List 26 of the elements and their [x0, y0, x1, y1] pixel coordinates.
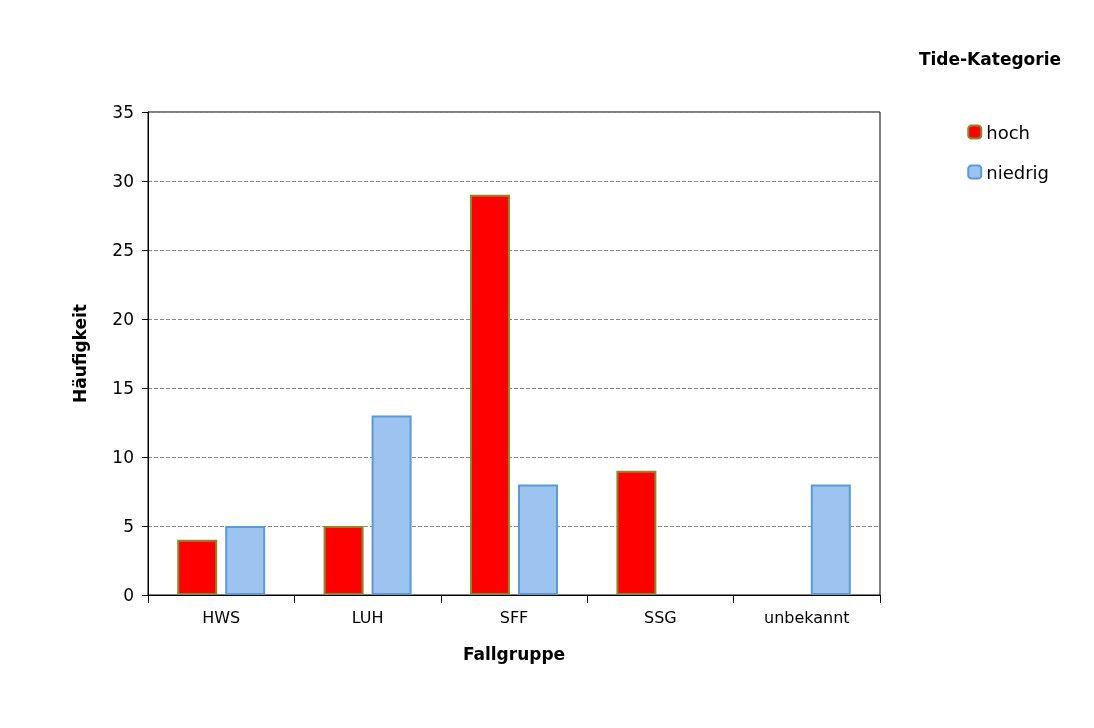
y-axis-title: Häufigkeit	[69, 304, 90, 403]
bar	[616, 470, 657, 595]
y-tick-label: 10	[112, 447, 134, 467]
y-tick-label: 0	[123, 585, 134, 605]
legend-label: niedrig	[986, 161, 1050, 183]
y-tick-label: 35	[112, 102, 134, 122]
y-tick-label: 20	[112, 309, 134, 329]
y-tick-label: 25	[112, 240, 134, 260]
bar	[177, 539, 218, 595]
bar	[518, 484, 558, 595]
x-tick-label: HWS	[202, 607, 241, 627]
legend-title: Tide-Kategorie	[918, 48, 1062, 69]
x-tick-label: unbekannt	[763, 607, 850, 627]
x-tick-label: LUH	[351, 607, 384, 627]
bar	[323, 526, 364, 595]
x-tick-label: SSG	[644, 607, 677, 627]
bar	[371, 415, 412, 595]
bar	[810, 484, 851, 595]
y-tick-label: 5	[123, 516, 134, 536]
x-tick-label: SFF	[499, 607, 529, 627]
x-axis-title: Fallgruppe	[462, 643, 566, 664]
y-tick-label: 15	[112, 378, 134, 398]
bar	[470, 194, 510, 595]
legend-label: hoch	[986, 121, 1030, 143]
y-tick-label: 30	[112, 171, 134, 191]
bar	[225, 526, 266, 595]
